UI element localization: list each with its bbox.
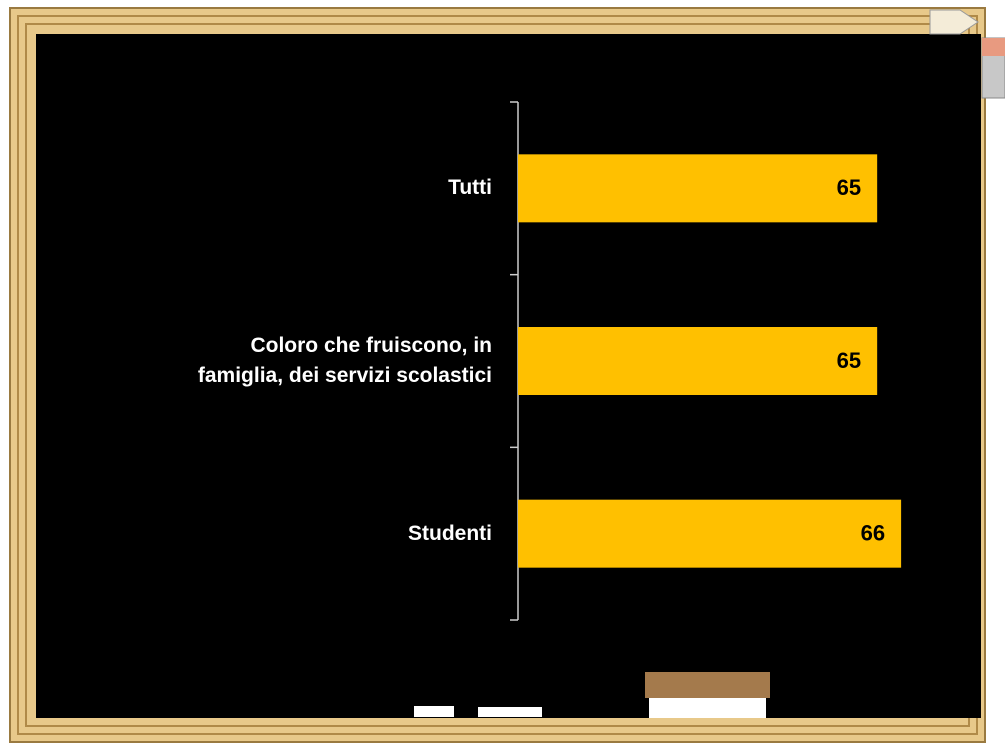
value-label: 66 bbox=[861, 520, 885, 545]
category-label: Coloro che fruiscono, in famiglia, dei s… bbox=[197, 334, 492, 387]
bar bbox=[518, 499, 902, 568]
category-label: Tutti bbox=[448, 176, 492, 200]
chalk bbox=[478, 707, 542, 717]
value-label: 65 bbox=[837, 348, 861, 373]
eraser-felt bbox=[649, 698, 766, 718]
pencil bbox=[929, 9, 979, 35]
eraser bbox=[645, 672, 770, 698]
pencil-eraser bbox=[982, 38, 1005, 56]
bar bbox=[518, 154, 878, 223]
category-label: Studenti bbox=[408, 521, 492, 545]
bar bbox=[518, 327, 878, 395]
chalk bbox=[414, 706, 454, 717]
value-label: 65 bbox=[837, 175, 861, 200]
